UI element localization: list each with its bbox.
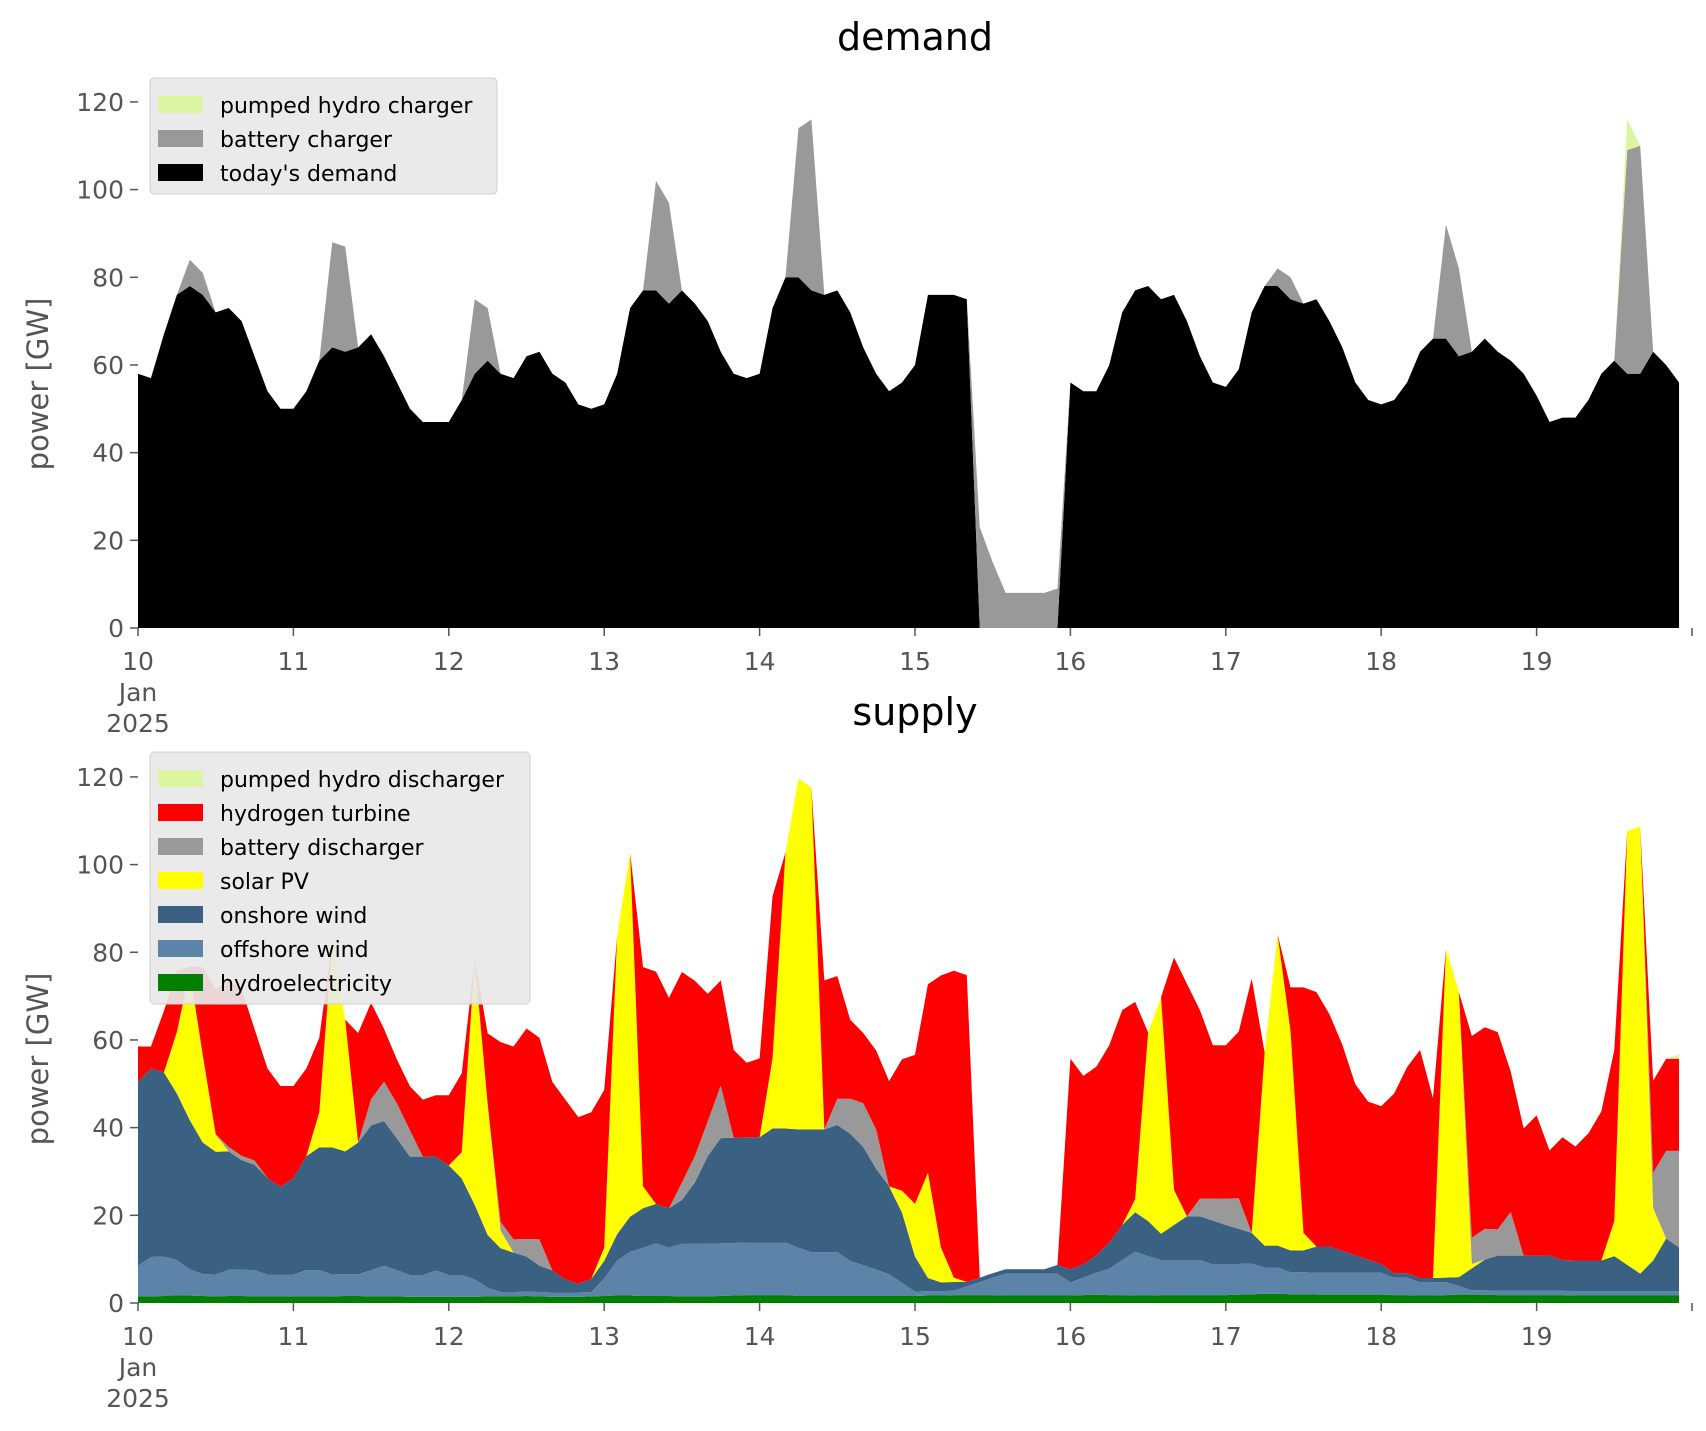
x-tick-label: 17 (1210, 647, 1242, 676)
y-tick-label: 100 (76, 176, 124, 205)
x-tick-label: 15 (899, 1322, 931, 1351)
panel-demand: demand 0 20 40 60 80 100 120 10 Jan 2025 11 12 13 14 15… (21, 15, 1693, 738)
y-tick-label: 60 (92, 351, 124, 380)
x-tick-label: 18 (1365, 647, 1397, 676)
area-solar-pv (138, 778, 1680, 1284)
y-tick-label: 80 (92, 938, 124, 967)
x-tick-label: 13 (588, 1322, 620, 1351)
legend-label-solar-pv: solar PV (220, 870, 309, 895)
x-tick-label: 16 (1054, 1322, 1086, 1351)
legend-swatch-today-s-demand (158, 164, 203, 181)
x-tick-label: 14 (744, 647, 776, 676)
y-tick-label: 20 (92, 526, 124, 555)
x-tick-label: 18 (1365, 1322, 1397, 1351)
y-tick-label: 100 (76, 851, 124, 880)
x-tick-label: 19 (1521, 647, 1553, 676)
x-tick-label: 17 (1210, 1322, 1242, 1351)
legend-swatch-pumped-hydro-discharger (158, 770, 203, 787)
legend-swatch-battery-discharger (158, 838, 203, 855)
y-tick-label: 0 (108, 1289, 124, 1318)
x-tick-label: 11 (277, 1322, 309, 1351)
x-tick-label: 12 (433, 647, 465, 676)
legend-label-hydroelectricity: hydroelectricity (220, 972, 392, 997)
chart-title: demand (837, 15, 993, 59)
legend: pumped hydro discharger hydrogen turbine b… (149, 751, 531, 1005)
legend-swatch-hydroelectricity (158, 974, 203, 991)
x-tick-label: 11 (277, 647, 309, 676)
x-tick-label: 16 (1054, 647, 1086, 676)
y-tick-label: 120 (76, 88, 124, 117)
y-tick-label: 60 (92, 1026, 124, 1055)
panel-supply: supply 0 20 40 60 80 100 120 10 Jan 2025 11 12 13 14 15… (21, 690, 1693, 1413)
area-today-s-demand (138, 277, 1680, 628)
legend-box (149, 751, 531, 1005)
y-axis-label: power [GW] (21, 973, 55, 1146)
area-hydroelectricity (138, 1293, 1680, 1303)
legend-swatch-onshore-wind (158, 906, 203, 923)
area-onshore-wind (138, 1068, 1680, 1293)
y-tick-label: 80 (92, 263, 124, 292)
legend-swatch-pumped-hydro-charger (158, 96, 203, 113)
legend-box (149, 77, 498, 195)
legend: pumped hydro charger battery charger today… (149, 77, 498, 195)
legend-label-pumped-hydro-charger: pumped hydro charger (220, 94, 473, 119)
legend-swatch-battery-charger (158, 130, 203, 147)
x-tick-label: 15 (899, 647, 931, 676)
y-tick-label: 20 (92, 1201, 124, 1230)
x-tick-label: 12 (433, 1322, 465, 1351)
y-tick-label: 0 (108, 614, 124, 643)
area-offshore-wind (138, 1242, 1680, 1297)
legend-label-today-s-demand: today's demand (220, 162, 397, 187)
chart-title: supply (852, 690, 977, 734)
legend-swatch-solar-pv (158, 872, 203, 889)
y-tick-label: 120 (76, 763, 124, 792)
x-tick-label: 14 (744, 1322, 776, 1351)
legend-swatch-hydrogen-turbine (158, 804, 203, 821)
area-hydrogen-turbine (138, 778, 1680, 1284)
x-tick-label: 10 Jan 2025 (106, 647, 170, 738)
x-tick-label: 10 Jan 2025 (106, 1322, 170, 1413)
legend-swatch-offshore-wind (158, 940, 203, 957)
legend-label-hydrogen-turbine: hydrogen turbine (220, 802, 411, 827)
x-tick-label: 13 (588, 647, 620, 676)
y-tick-label: 40 (92, 439, 124, 468)
legend-label-pumped-hydro-discharger: pumped hydro discharger (220, 768, 505, 793)
legend-label-onshore-wind: onshore wind (220, 904, 367, 929)
x-tick-label: 19 (1521, 1322, 1553, 1351)
y-tick-label: 40 (92, 1114, 124, 1143)
legend-label-offshore-wind: offshore wind (220, 938, 369, 963)
legend-label-battery-charger: battery charger (220, 128, 393, 153)
legend-label-battery-discharger: battery discharger (220, 836, 425, 861)
y-axis-label: power [GW] (21, 298, 55, 471)
